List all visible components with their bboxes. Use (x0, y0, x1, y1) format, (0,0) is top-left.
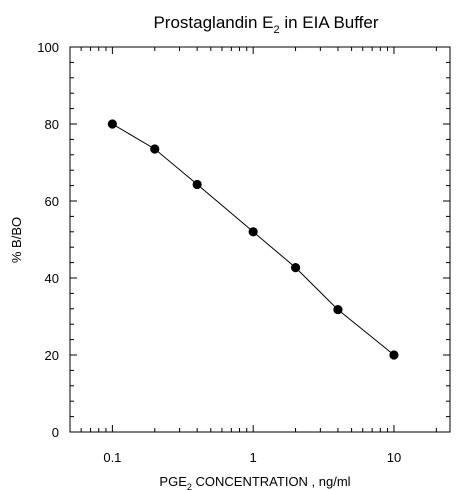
series-line (112, 123, 395, 356)
data-series (107, 119, 399, 360)
x-axis-label-rest: CONCENTRATION , ng/ml (192, 474, 351, 489)
plot-frame (69, 46, 451, 433)
y-tick-label: 40 (45, 271, 59, 286)
data-point (248, 227, 258, 237)
data-point (150, 144, 160, 154)
chart-title: Prostaglandin E2 in EIA Buffer (153, 13, 378, 36)
y-tick-label: 100 (37, 40, 59, 55)
y-tick-label: 60 (45, 194, 59, 209)
x-tick-label: 10 (387, 450, 401, 465)
x-axis-label-main: PGE (159, 474, 187, 489)
x-tick-label: 0.1 (103, 450, 121, 465)
chart-title-subscript: 2 (273, 24, 279, 36)
data-point (107, 119, 117, 129)
data-point (290, 263, 301, 273)
chart-title-main: Prostaglandin E (153, 13, 273, 32)
axis-ticks: 0 20 40 60 80 100 0.1 1 10 (37, 40, 450, 465)
chart-title-rest: in EIA Buffer (280, 13, 379, 32)
data-point (389, 350, 399, 360)
x-axis-label: PGE2 CONCENTRATION , ng/ml (159, 474, 350, 490)
y-tick-label: 20 (45, 348, 59, 363)
x-axis-label-subscript: 2 (187, 482, 192, 490)
y-tick-label: 80 (45, 117, 59, 132)
y-tick-label: 0 (52, 425, 59, 440)
data-point (192, 179, 202, 190)
data-point (333, 304, 343, 315)
x-tick-label: 1 (250, 450, 257, 465)
y-axis-label: % B/BO (9, 217, 24, 263)
